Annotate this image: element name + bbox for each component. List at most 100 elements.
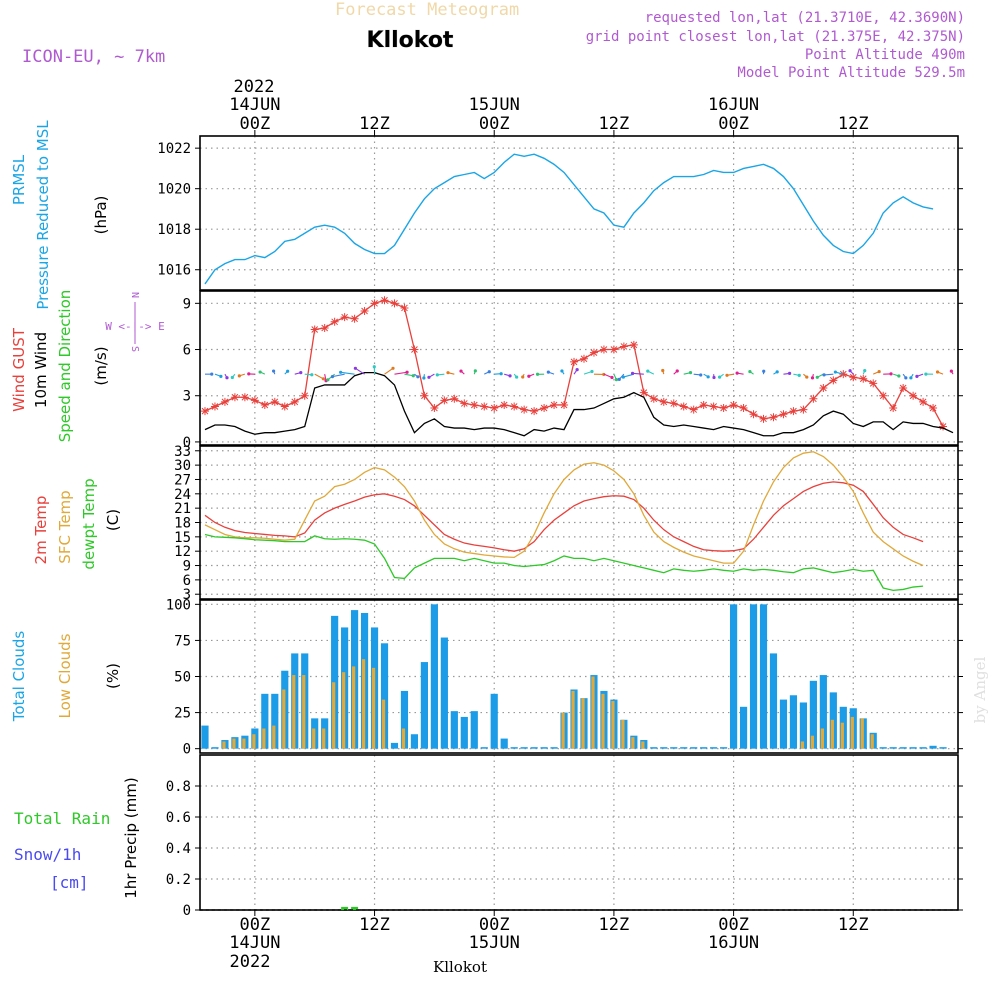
panel0-ytick-label: 1022 xyxy=(157,141,191,157)
wind-gust-point xyxy=(470,400,479,409)
precip-labels: Total Rain Snow/1h [cm] 1hr Precip (mm) xyxy=(14,777,140,898)
low-clouds-bar xyxy=(332,682,336,749)
wind-gust-point xyxy=(829,376,838,385)
wind-direction-arrowhead xyxy=(602,372,606,377)
low-clouds-bar xyxy=(222,741,226,749)
compass-s: S xyxy=(129,346,140,352)
panel2-ytick-label: 12 xyxy=(174,544,191,560)
bottom-year: 2022 xyxy=(230,952,271,972)
wind-direction-arrowhead xyxy=(299,371,303,375)
wind-direction-arrowhead xyxy=(391,366,395,370)
wind-direction-arrowhead xyxy=(621,375,625,379)
panel2-ytick-label: 9 xyxy=(183,559,191,575)
wind-gust-point xyxy=(759,414,768,423)
total-clouds-bar xyxy=(769,653,778,749)
wind-direction-arrowhead xyxy=(487,370,491,374)
location-title: Kllokot xyxy=(367,28,454,53)
wind-direction-arrowhead xyxy=(411,374,415,378)
wind-direction-arrowhead xyxy=(863,369,867,373)
panel0-ytick-label: 1016 xyxy=(157,263,191,279)
total-clouds-bar xyxy=(730,604,738,749)
wind-direction-arrowhead xyxy=(915,374,919,379)
top-axis-time-label: 00Z xyxy=(718,114,749,134)
panel4-ytick-label: 0.6 xyxy=(166,810,191,826)
wind-direction-arrowhead xyxy=(339,370,343,374)
wind-gust-point xyxy=(480,402,489,411)
wind-gust-point xyxy=(789,407,798,416)
low-clouds-bar xyxy=(641,741,645,749)
wind-direction-arrowhead xyxy=(225,376,229,380)
wind-gust-point xyxy=(350,314,359,323)
wind-direction-arrowhead xyxy=(775,370,779,374)
low-clouds-bar xyxy=(401,728,406,749)
wind-direction-arrowhead xyxy=(515,375,519,379)
wind-direction-arrowhead xyxy=(353,366,357,370)
wind-gust-point xyxy=(579,354,588,363)
wind-direction-arrowhead xyxy=(258,370,262,374)
wind-direction-arrowhead xyxy=(949,369,953,373)
wind-direction-arrowhead xyxy=(712,375,716,380)
total-clouds-bar xyxy=(520,747,528,749)
total-clouds-bar xyxy=(540,747,548,749)
wind-gust-point xyxy=(859,374,868,383)
wind-gust-point xyxy=(619,342,628,351)
wind-gust-point xyxy=(420,391,429,400)
total-clouds-bar xyxy=(809,680,817,749)
wind-gust-point xyxy=(500,400,509,409)
wind-gust-point xyxy=(589,348,598,357)
wind-direction-arrowhead xyxy=(446,371,450,375)
total-clouds-bar xyxy=(420,662,428,749)
total-clouds-bar xyxy=(271,693,279,749)
wind-direction-arrowhead xyxy=(473,369,477,373)
wind-direction-arrowhead xyxy=(459,369,463,373)
wind-gust-point xyxy=(550,400,559,409)
total-clouds-bar xyxy=(500,738,508,749)
wind-gust-point xyxy=(340,313,349,322)
wind-gust-point xyxy=(689,405,698,414)
wind-gust-point xyxy=(510,402,519,411)
panel3-frame xyxy=(199,599,959,754)
temp-2m-line xyxy=(204,481,924,552)
total-clouds-bar xyxy=(819,675,827,749)
wind-direction-arrowhead xyxy=(535,372,540,376)
panel3-ytick-label: 100 xyxy=(166,597,191,613)
wind-direction-arrowhead xyxy=(617,377,621,381)
wind-label-10m: 10m Wind xyxy=(32,332,50,408)
low-clouds-bar xyxy=(381,699,386,749)
wind-gust-point xyxy=(540,404,549,413)
wind-gust-point xyxy=(889,404,898,413)
panel2-ytick-label: 18 xyxy=(174,516,191,532)
panel3-ytick-label: 0 xyxy=(183,742,191,758)
total-clouds-bar xyxy=(380,643,389,749)
top-axis-time-label: 00Z xyxy=(239,114,270,134)
panel1-ytick-label: 3 xyxy=(183,389,191,405)
wind-direction-arrowhead xyxy=(271,369,276,373)
temp-label-2m: 2m Temp xyxy=(32,496,50,565)
wind-direction-arrowhead xyxy=(527,374,531,378)
wind-gust-point xyxy=(919,397,928,406)
pressure-unit: (hPa) xyxy=(92,196,110,235)
top-axis-time-label: 12Z xyxy=(359,114,390,134)
wind-gust-point xyxy=(609,345,618,354)
wind-direction-arrowhead xyxy=(748,369,752,374)
precip-label-cm: [cm] xyxy=(50,873,89,892)
low-clouds-bar xyxy=(860,718,864,749)
total-clouds-bar xyxy=(450,711,458,749)
low-clouds-bar xyxy=(282,689,286,749)
wind-gust-point xyxy=(230,393,239,402)
low-clouds-bar xyxy=(631,737,635,749)
wind-gust-point xyxy=(410,345,419,354)
panel4-ytick-label: 0.4 xyxy=(166,841,191,857)
wind-gust-point xyxy=(490,404,499,413)
wind-gust-point xyxy=(280,402,289,411)
total-clouds-bar xyxy=(490,693,498,749)
precip-label-snow: Snow/1h xyxy=(14,845,81,864)
wind-direction-arrowhead xyxy=(848,369,852,373)
wind-direction-arrowhead xyxy=(416,375,420,379)
wind-gust-point xyxy=(250,396,259,405)
total-clouds-bar xyxy=(530,747,538,749)
total-clouds-bar xyxy=(400,690,409,749)
cloud-unit: (%) xyxy=(104,663,122,689)
plot-layer: 1016101810201022036936912151821242730330… xyxy=(157,95,963,953)
low-clouds-bar xyxy=(591,676,595,749)
